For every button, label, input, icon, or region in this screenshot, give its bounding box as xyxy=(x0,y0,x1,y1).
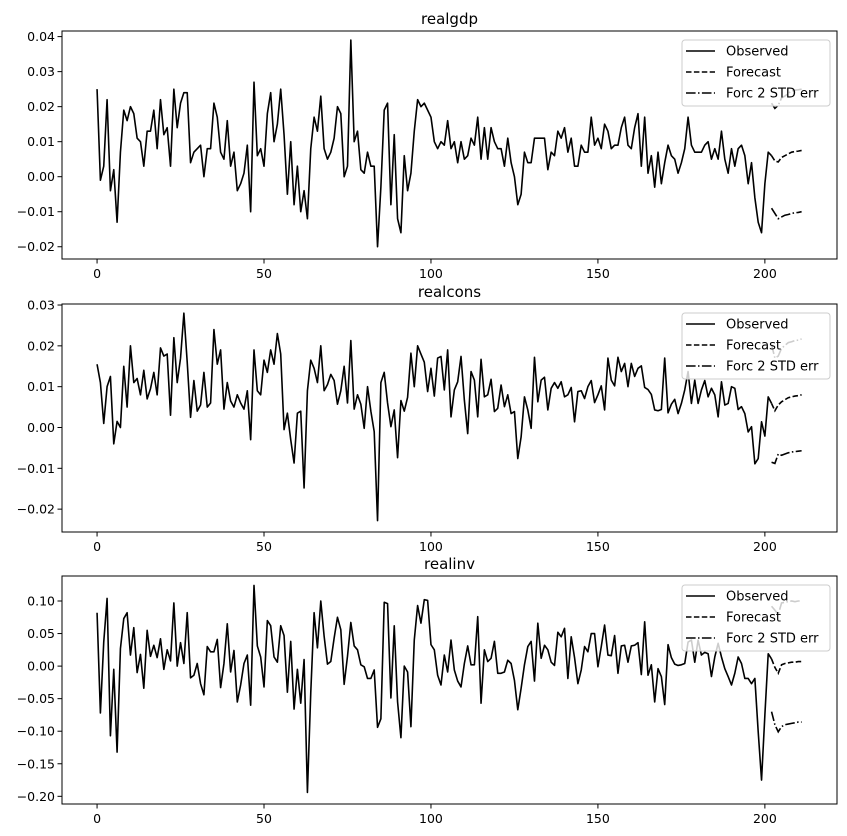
axes-frame xyxy=(61,303,838,533)
y-tick-label: 0.04 xyxy=(27,29,55,44)
x-tick-label: 150 xyxy=(586,266,610,281)
x-tick-label: 150 xyxy=(586,539,610,554)
y-tick-label: −0.10 xyxy=(17,724,55,739)
x-tick-label: 200 xyxy=(753,266,777,281)
y-tick-label: 0.05 xyxy=(27,626,55,641)
y-tick-label: −0.15 xyxy=(17,756,55,771)
x-tick-label: 0 xyxy=(93,539,101,554)
y-tick-label: 0.01 xyxy=(27,379,55,394)
y-tick-label: 0.03 xyxy=(27,298,55,313)
x-tick-label: 0 xyxy=(93,266,101,281)
observed-line xyxy=(96,312,773,522)
forecast-lower-err-line xyxy=(770,711,802,734)
x-tick-label: 150 xyxy=(586,811,610,826)
legend-box xyxy=(681,312,831,380)
y-tick-label: −0.01 xyxy=(17,461,55,476)
legend: Observed Forecast Forc 2 STD err xyxy=(681,39,831,107)
x-tick-label: 200 xyxy=(753,539,777,554)
y-tick-label: −0.02 xyxy=(17,239,55,254)
y-tick-label: −0.02 xyxy=(17,502,55,517)
forecast-line xyxy=(770,658,802,676)
y-tick-label: 0.02 xyxy=(27,338,55,353)
y-tick-label: 0.01 xyxy=(27,134,55,149)
x-tick-label: 100 xyxy=(419,266,443,281)
legend: Observed Forecast Forc 2 STD err xyxy=(681,312,831,380)
forecast-line xyxy=(770,149,802,163)
legend-std-err-label: Forc 2 STD err xyxy=(726,632,819,647)
x-tick-label: 50 xyxy=(256,539,272,554)
axes-frame xyxy=(61,575,838,805)
chart-title: realcons xyxy=(418,283,481,301)
x-tick-label: 100 xyxy=(419,539,443,554)
forecast-lower-err-line xyxy=(771,449,802,465)
legend-observed-label: Observed xyxy=(726,318,789,333)
observed-line xyxy=(96,584,773,794)
x-tick-label: 50 xyxy=(256,811,272,826)
x-tick-label: 50 xyxy=(256,266,272,281)
y-tick-label: 0.00 xyxy=(27,659,55,674)
x-tick-label: 0 xyxy=(93,811,101,826)
y-tick-label: −0.01 xyxy=(17,204,55,219)
forecast-lower-err-line xyxy=(770,207,802,220)
observed-line xyxy=(96,39,773,248)
panel-realgdp: realgdp 0 50 100 150 200 0.04 0.03 0.02 0.01 0.00 −… xyxy=(17,10,838,281)
legend-box xyxy=(681,584,831,652)
legend: Observed Forecast Forc 2 STD err xyxy=(681,584,831,652)
legend-std-err-label: Forc 2 STD err xyxy=(726,87,819,102)
panel-realinv: realinv 0 50 100 150 200 0.10 0.05 0.00 −0.05 −0.1… xyxy=(17,555,838,826)
y-tick-label: −0.20 xyxy=(17,789,55,804)
chart-title: realinv xyxy=(424,555,475,573)
chart-title: realgdp xyxy=(421,10,478,28)
legend-forecast-label: Forecast xyxy=(726,66,781,81)
axes-frame xyxy=(61,30,838,260)
x-tick-label: 200 xyxy=(753,811,777,826)
legend-box xyxy=(681,39,831,107)
y-tick-label: 0.03 xyxy=(27,64,55,79)
y-tick-label: −0.05 xyxy=(17,691,55,706)
y-tick-label: 0.00 xyxy=(27,420,55,435)
forecast-line xyxy=(770,394,802,413)
legend-forecast-label: Forecast xyxy=(726,611,781,626)
y-tick-label: 0.10 xyxy=(27,594,55,609)
panel-realcons: realcons 0 50 100 150 200 0.03 0.02 0.01 0.00 −0.0… xyxy=(17,283,838,554)
legend-observed-label: Observed xyxy=(726,590,789,605)
y-tick-label: 0.02 xyxy=(27,99,55,114)
legend-observed-label: Observed xyxy=(726,45,789,60)
y-tick-label: 0.00 xyxy=(27,169,55,184)
legend-forecast-label: Forecast xyxy=(726,339,781,354)
x-tick-label: 100 xyxy=(419,811,443,826)
legend-std-err-label: Forc 2 STD err xyxy=(726,360,819,375)
